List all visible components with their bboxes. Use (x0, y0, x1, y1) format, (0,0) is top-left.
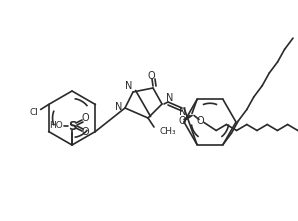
Text: O: O (81, 127, 89, 137)
Text: N: N (166, 93, 174, 103)
Text: N: N (115, 102, 123, 112)
Text: N: N (125, 81, 133, 91)
Text: N: N (179, 107, 187, 117)
Text: O: O (178, 116, 186, 126)
Text: O: O (147, 71, 155, 81)
Text: Cl: Cl (29, 108, 38, 117)
Text: HO: HO (49, 122, 63, 130)
Text: S: S (68, 120, 76, 133)
Text: O: O (196, 116, 204, 126)
Text: O: O (81, 113, 89, 123)
Text: CH₃: CH₃ (160, 126, 177, 135)
